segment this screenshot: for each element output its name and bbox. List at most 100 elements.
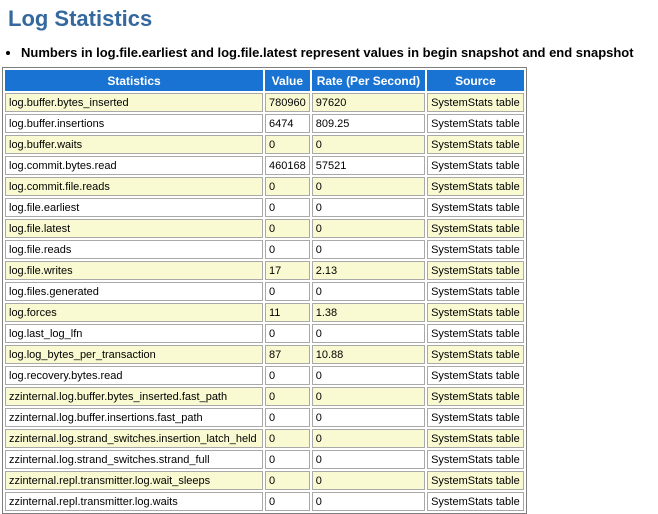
value-cell: 17 bbox=[265, 261, 310, 280]
stat-cell: log.buffer.waits bbox=[5, 135, 263, 154]
rate-cell: 0 bbox=[311, 177, 426, 196]
table-row: log.file.latest 0 0 SystemStats table bbox=[5, 219, 524, 238]
stat-cell: log.forces bbox=[5, 303, 263, 322]
table-row: zzinternal.repl.transmitter.log.waits 0 0 S… bbox=[5, 492, 524, 511]
rate-cell: 1.38 bbox=[311, 303, 426, 322]
rate-cell: 0 bbox=[311, 408, 426, 427]
stat-cell: log.file.writes bbox=[5, 261, 263, 280]
value-cell: 6474 bbox=[265, 114, 310, 133]
rate-cell: 0 bbox=[311, 387, 426, 406]
source-cell: SystemStats table bbox=[427, 282, 524, 301]
rate-cell: 0 bbox=[311, 429, 426, 448]
rate-cell: 0 bbox=[311, 219, 426, 238]
source-cell: SystemStats table bbox=[427, 156, 524, 175]
rate-cell: 0 bbox=[311, 450, 426, 469]
value-cell: 87 bbox=[265, 345, 310, 364]
stat-cell: zzinternal.log.buffer.bytes_inserted.fas… bbox=[5, 387, 263, 406]
table-row: log.buffer.bytes_inserted 780960 97620 Syst… bbox=[5, 93, 524, 112]
stat-cell: log.log_bytes_per_transaction bbox=[5, 345, 263, 364]
value-cell: 0 bbox=[265, 198, 310, 217]
source-cell: SystemStats table bbox=[427, 240, 524, 259]
stat-cell: log.commit.bytes.read bbox=[5, 156, 263, 175]
value-cell: 0 bbox=[265, 282, 310, 301]
rate-cell: 2.13 bbox=[311, 261, 426, 280]
stat-cell: zzinternal.repl.transmitter.log.waits bbox=[5, 492, 263, 511]
value-cell: 0 bbox=[265, 177, 310, 196]
table-row: log.buffer.waits 0 0 SystemStats table bbox=[5, 135, 524, 154]
log-statistics-table: Statistics Value Rate (Per Second) Sourc… bbox=[2, 67, 527, 514]
rate-cell: 0 bbox=[311, 198, 426, 217]
stat-cell: log.file.reads bbox=[5, 240, 263, 259]
table-row: log.forces 11 1.38 SystemStats table bbox=[5, 303, 524, 322]
stat-cell: zzinternal.log.buffer.insertions.fast_pa… bbox=[5, 408, 263, 427]
table-row: log.file.reads 0 0 SystemStats table bbox=[5, 240, 524, 259]
source-cell: SystemStats table bbox=[427, 93, 524, 112]
table-row: log.file.writes 17 2.13 SystemStats table bbox=[5, 261, 524, 280]
value-cell: 0 bbox=[265, 240, 310, 259]
source-cell: SystemStats table bbox=[427, 450, 524, 469]
rate-cell: 0 bbox=[311, 492, 426, 511]
source-cell: SystemStats table bbox=[427, 429, 524, 448]
stat-cell: log.file.latest bbox=[5, 219, 263, 238]
stat-cell: zzinternal.log.strand_switches.strand_fu… bbox=[5, 450, 263, 469]
stat-cell: log.buffer.bytes_inserted bbox=[5, 93, 263, 112]
source-cell: SystemStats table bbox=[427, 303, 524, 322]
rate-cell: 809.25 bbox=[311, 114, 426, 133]
stat-cell: log.last_log_lfn bbox=[5, 324, 263, 343]
source-cell: SystemStats table bbox=[427, 408, 524, 427]
table-row: zzinternal.log.buffer.bytes_inserted.fas… bbox=[5, 387, 524, 406]
table-row: log.last_log_lfn 0 0 SystemStats table bbox=[5, 324, 524, 343]
source-cell: SystemStats table bbox=[427, 198, 524, 217]
value-cell: 0 bbox=[265, 324, 310, 343]
source-cell: SystemStats table bbox=[427, 387, 524, 406]
column-header-rate: Rate (Per Second) bbox=[311, 70, 426, 91]
source-cell: SystemStats table bbox=[427, 345, 524, 364]
rate-cell: 0 bbox=[311, 366, 426, 385]
column-header-value: Value bbox=[265, 70, 310, 91]
snapshot-note: Numbers in log.file.earliest and log.fil… bbox=[21, 45, 658, 60]
value-cell: 0 bbox=[265, 219, 310, 238]
table-header-row: Statistics Value Rate (Per Second) Sourc… bbox=[5, 70, 524, 91]
value-cell: 0 bbox=[265, 387, 310, 406]
value-cell: 780960 bbox=[265, 93, 310, 112]
value-cell: 0 bbox=[265, 429, 310, 448]
page-title: Log Statistics bbox=[8, 6, 153, 31]
value-cell: 460168 bbox=[265, 156, 310, 175]
source-cell: SystemStats table bbox=[427, 366, 524, 385]
value-cell: 0 bbox=[265, 366, 310, 385]
table-row: zzinternal.log.buffer.insertions.fast_pa… bbox=[5, 408, 524, 427]
value-cell: 0 bbox=[265, 135, 310, 154]
value-cell: 0 bbox=[265, 471, 310, 490]
stat-cell: log.file.earliest bbox=[5, 198, 263, 217]
notes-list: Numbers in log.file.earliest and log.fil… bbox=[0, 45, 658, 60]
source-cell: SystemStats table bbox=[427, 492, 524, 511]
rate-cell: 10.88 bbox=[311, 345, 426, 364]
source-cell: SystemStats table bbox=[427, 471, 524, 490]
table-row: zzinternal.repl.transmitter.log.wait_sle… bbox=[5, 471, 524, 490]
table-row: log.file.earliest 0 0 SystemStats table bbox=[5, 198, 524, 217]
value-cell: 0 bbox=[265, 450, 310, 469]
rate-cell: 57521 bbox=[311, 156, 426, 175]
table-row: log.buffer.insertions 6474 809.25 SystemSta… bbox=[5, 114, 524, 133]
rate-cell: 0 bbox=[311, 135, 426, 154]
rate-cell: 0 bbox=[311, 240, 426, 259]
rate-cell: 97620 bbox=[311, 93, 426, 112]
table-row: log.commit.bytes.read 460168 57521 SystemSt… bbox=[5, 156, 524, 175]
table-row: zzinternal.log.strand_switches.strand_fu… bbox=[5, 450, 524, 469]
column-header-source: Source bbox=[427, 70, 524, 91]
value-cell: 0 bbox=[265, 492, 310, 511]
stat-cell: log.recovery.bytes.read bbox=[5, 366, 263, 385]
source-cell: SystemStats table bbox=[427, 324, 524, 343]
source-cell: SystemStats table bbox=[427, 177, 524, 196]
rate-cell: 0 bbox=[311, 282, 426, 301]
source-cell: SystemStats table bbox=[427, 261, 524, 280]
stat-cell: log.files.generated bbox=[5, 282, 263, 301]
source-cell: SystemStats table bbox=[427, 219, 524, 238]
column-header-statistics: Statistics bbox=[5, 70, 263, 91]
rate-cell: 0 bbox=[311, 471, 426, 490]
stat-cell: log.commit.file.reads bbox=[5, 177, 263, 196]
table-row: log.log_bytes_per_transaction 87 10.88 Syst… bbox=[5, 345, 524, 364]
stat-cell: zzinternal.repl.transmitter.log.wait_sle… bbox=[5, 471, 263, 490]
table-row: log.files.generated 0 0 SystemStats table bbox=[5, 282, 524, 301]
stat-cell: log.buffer.insertions bbox=[5, 114, 263, 133]
